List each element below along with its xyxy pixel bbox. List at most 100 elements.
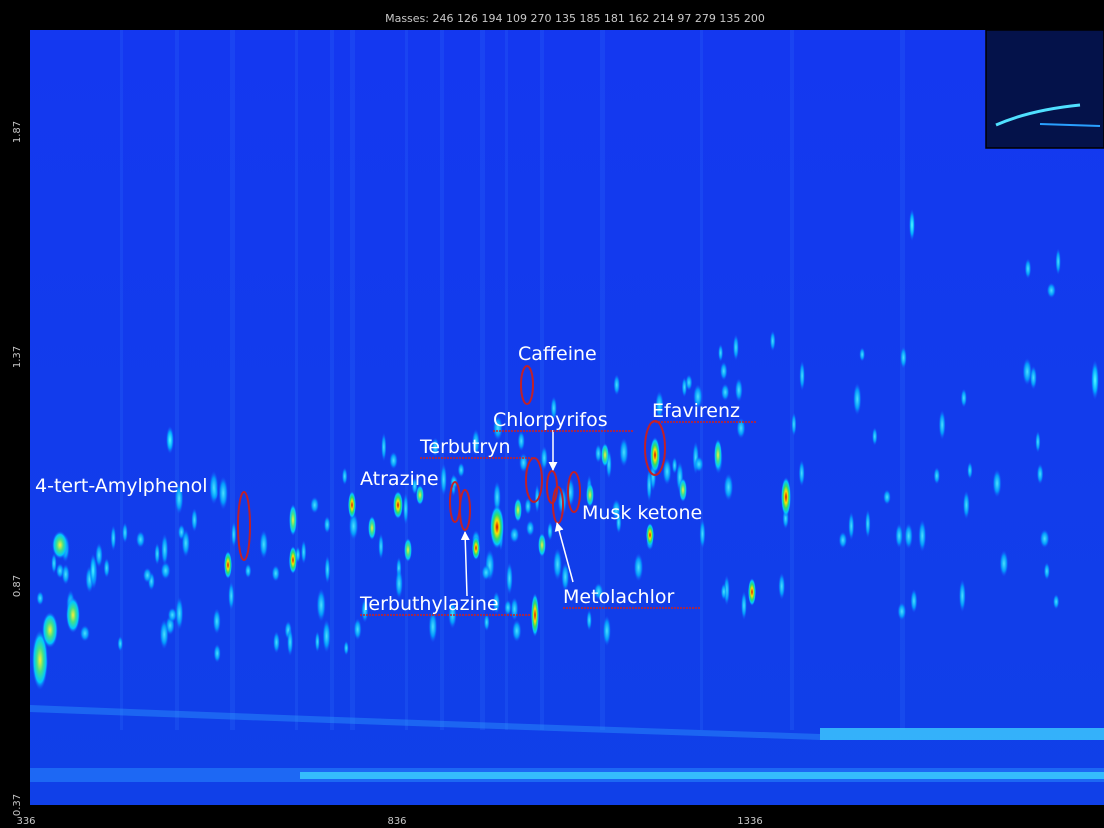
peak (154, 543, 160, 565)
peak (634, 553, 644, 581)
peak (741, 591, 747, 620)
peak (62, 564, 70, 585)
peak (959, 579, 966, 612)
peak (682, 377, 687, 397)
peak (733, 334, 739, 360)
peak (541, 446, 548, 470)
streak (405, 30, 408, 730)
peak (839, 532, 847, 549)
peak (694, 456, 703, 472)
peak (36, 591, 43, 605)
annotation: Terbuthylazine (359, 593, 499, 615)
peak (122, 522, 128, 543)
peak (510, 527, 520, 543)
peak (865, 509, 870, 538)
peak (646, 523, 654, 547)
streak (700, 30, 703, 730)
peak (1040, 529, 1050, 548)
peak (603, 615, 611, 646)
peak (348, 491, 356, 519)
peak (799, 361, 805, 391)
peak (1055, 248, 1060, 275)
peak (720, 362, 727, 381)
peak (482, 565, 491, 581)
peak (118, 636, 123, 651)
peak (490, 505, 504, 549)
peak (859, 347, 865, 361)
annotation: Efavirenz (652, 400, 740, 422)
peak (404, 538, 412, 562)
peak (322, 619, 330, 652)
annotation: Atrazine (360, 468, 439, 490)
peak (289, 546, 297, 574)
masses: Masses: 246 126 194 109 270 135 185 181 … (385, 12, 765, 25)
peak (961, 389, 967, 408)
peak (368, 516, 376, 540)
peak (1035, 431, 1040, 453)
peak (904, 523, 912, 549)
peak (260, 530, 268, 559)
peak (619, 438, 628, 467)
peak (967, 462, 972, 479)
peak (883, 490, 891, 505)
peak (518, 431, 525, 451)
y-tick-label: 0.87 (12, 575, 23, 597)
peak (289, 504, 297, 536)
peak (440, 463, 447, 495)
annotation: Terbutryn (419, 436, 511, 458)
streak (120, 30, 123, 730)
peak (111, 525, 116, 551)
annotation: Caffeine (518, 343, 597, 365)
peak (897, 602, 906, 620)
peak (514, 498, 522, 522)
streak (505, 30, 508, 730)
peak (175, 597, 183, 630)
peak (80, 625, 90, 641)
peak (52, 531, 68, 559)
peak (1053, 594, 1059, 609)
streak (440, 30, 444, 730)
peak (993, 469, 1002, 497)
peak (748, 578, 756, 606)
peak (650, 437, 660, 473)
peak (160, 619, 169, 649)
peak (848, 512, 854, 541)
band (300, 772, 1104, 779)
peak (342, 467, 348, 485)
peak (601, 443, 609, 467)
peak (231, 521, 236, 547)
peak (778, 573, 785, 600)
page: {"header": {"masses": "Masses: 246 126 1… (0, 0, 1104, 828)
peak (136, 531, 145, 548)
peak (714, 439, 722, 471)
peak (1047, 283, 1056, 298)
streak (230, 30, 235, 730)
peak (458, 463, 465, 478)
peak (378, 533, 383, 559)
y-tick-label: 1.37 (12, 346, 23, 368)
peak (506, 562, 513, 595)
peak (910, 589, 917, 613)
peak (934, 467, 940, 484)
annotation: Chlorpyrifos (493, 409, 608, 431)
streak (540, 30, 544, 730)
peak (325, 555, 331, 583)
x-tick-label: 336 (16, 816, 35, 827)
peak (1025, 258, 1032, 278)
peak (42, 612, 58, 648)
peak (389, 452, 397, 470)
streak (790, 30, 794, 730)
peak (799, 460, 805, 487)
peak (939, 410, 946, 440)
peak (287, 628, 293, 656)
peak (724, 473, 734, 501)
y-tick-label: 1.87 (12, 121, 23, 143)
peak (90, 553, 97, 587)
peak (770, 331, 776, 352)
peak (472, 536, 480, 560)
peak (504, 600, 511, 616)
peak (245, 564, 252, 578)
x-tick-label: 1336 (737, 816, 762, 827)
streak (900, 30, 905, 730)
peak (209, 471, 218, 505)
